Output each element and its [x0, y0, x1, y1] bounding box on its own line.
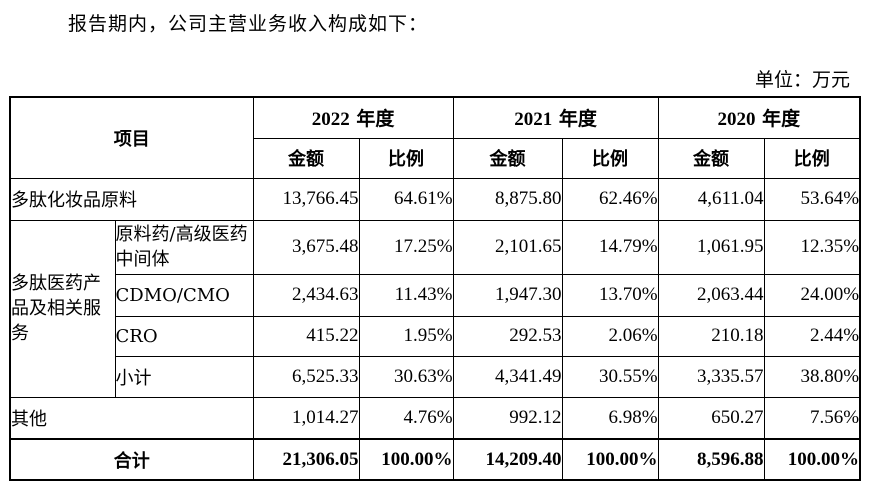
cell-value: 4.76% [358, 396, 454, 440]
cell-value: 1.95% [358, 315, 454, 357]
cell-value: 64.61% [358, 177, 454, 221]
cell-value: 53.64% [763, 177, 861, 221]
header-amount: 金额 [452, 137, 563, 179]
table-row: 其他 1,014.27 4.76% 992.12 6.98% 650.27 7.… [9, 396, 861, 440]
row-label: 多肽化妆品原料 [9, 177, 254, 221]
cell-value: 992.12 [452, 396, 563, 440]
cell-value: 100.00% [561, 438, 659, 481]
cell-value: 1,014.27 [252, 396, 360, 440]
cell-value: 2,434.63 [252, 273, 360, 317]
cell-value: 1,061.95 [657, 219, 765, 275]
cell-value: 6,525.33 [252, 355, 360, 398]
header-ratio: 比例 [561, 137, 659, 179]
cell-value: 292.53 [452, 315, 563, 357]
header-item: 项目 [9, 96, 254, 179]
cell-value: 30.55% [561, 355, 659, 398]
header-amount: 金额 [657, 137, 765, 179]
header-ratio: 比例 [763, 137, 861, 179]
cell-value: 650.27 [657, 396, 765, 440]
header-year-2020: 2020 年度 [657, 96, 861, 139]
cell-value: 4,611.04 [657, 177, 765, 221]
row-label: 原料药/高级医药中间体 [114, 219, 254, 275]
cell-value: 2.06% [561, 315, 659, 357]
table-row: CRO 415.22 1.95% 292.53 2.06% 210.18 2.4… [10, 315, 861, 357]
table-row: CDMO/CMO 2,434.63 11.43% 1,947.30 13.70%… [10, 273, 861, 317]
total-row: 合计 21,306.05 100.00% 14,209.40 100.00% 8… [9, 438, 861, 481]
header-row-years: 项目 2022 年度 2021 年度 2020 年度 [9, 96, 861, 179]
cell-value: 17.25% [358, 219, 454, 275]
cell-value: 3,675.48 [252, 219, 360, 275]
header-ratio: 比例 [358, 137, 454, 179]
cell-value: 210.18 [657, 315, 765, 357]
total-label: 合计 [9, 438, 254, 481]
cell-value: 21,306.05 [252, 438, 360, 481]
cell-value: 62.46% [561, 177, 659, 221]
cell-value: 4,341.49 [452, 355, 563, 398]
cell-value: 2.44% [763, 315, 861, 357]
header-amount: 金额 [252, 137, 360, 179]
cell-value: 1,947.30 [452, 273, 563, 317]
unit-label: 单位：万元 [754, 69, 850, 91]
cell-value: 38.80% [763, 355, 861, 398]
cell-value: 14.79% [561, 219, 659, 275]
cell-value: 24.00% [763, 273, 861, 317]
cell-value: 14,209.40 [452, 438, 563, 481]
cell-value: 100.00% [358, 438, 454, 481]
cell-value: 8,875.80 [452, 177, 563, 221]
cell-value: 30.63% [358, 355, 454, 398]
table-row: 多肽化妆品原料 13,766.45 64.61% 8,875.80 62.46%… [9, 177, 861, 221]
intro-text: 报告期内，公司主营业务收入构成如下： [68, 13, 429, 35]
group-label: 多肽医药产品及相关服务 [9, 219, 116, 398]
cell-value: 8,596.88 [657, 438, 765, 481]
table-row: 多肽医药产品及相关服务 原料药/高级医药中间体 3,675.48 17.25% … [9, 219, 861, 398]
table-row: 小计 6,525.33 30.63% 4,341.49 30.55% 3,335… [10, 355, 861, 398]
revenue-table: 项目 2022 年度 2021 年度 2020 年度 金额 比例 金额 比例 金… [9, 96, 862, 481]
row-label: CDMO/CMO [114, 273, 254, 317]
cell-value: 13.70% [561, 273, 659, 317]
cell-value: 2,063.44 [657, 273, 765, 317]
cell-value: 100.00% [763, 438, 861, 481]
row-label: 小计 [114, 355, 254, 398]
header-year-2021: 2021 年度 [452, 96, 659, 139]
row-label: CRO [114, 315, 254, 357]
header-row-cols: 金额 比例 金额 比例 金额 比例 [10, 137, 861, 179]
cell-value: 12.35% [763, 219, 861, 275]
cell-value: 7.56% [763, 396, 861, 440]
header-year-2022: 2022 年度 [252, 96, 454, 139]
row-label: 其他 [9, 396, 254, 440]
cell-value: 6.98% [561, 396, 659, 440]
cell-value: 13,766.45 [252, 177, 360, 221]
cell-value: 3,335.57 [657, 355, 765, 398]
cell-value: 2,101.65 [452, 219, 563, 275]
cell-value: 11.43% [358, 273, 454, 317]
cell-value: 415.22 [252, 315, 360, 357]
